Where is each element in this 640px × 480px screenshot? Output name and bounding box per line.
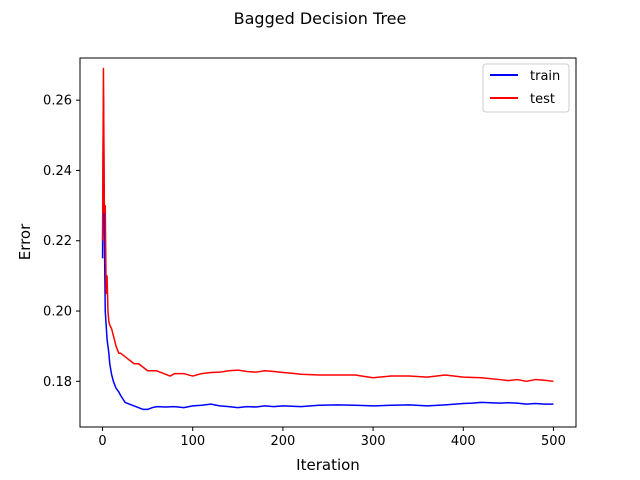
y-axis-ticks: 0.18 0.20 0.22 0.24 0.26	[43, 94, 80, 390]
y-tick-label: 0.18	[43, 375, 72, 390]
legend-label-train: train	[530, 69, 560, 84]
y-tick-label: 0.22	[43, 234, 72, 249]
legend: train test	[482, 63, 570, 113]
x-tick-label: 400	[451, 434, 476, 449]
y-tick-label: 0.24	[43, 164, 72, 179]
x-tick-label: 300	[361, 434, 386, 449]
series-line-train	[101, 95, 554, 411]
plot-area	[79, 57, 577, 428]
y-tick-label: 0.26	[43, 94, 72, 109]
axes-frame	[79, 57, 577, 428]
x-tick-label: 100	[180, 434, 205, 449]
legend-label-test: test	[530, 92, 555, 107]
x-axis-label: Iteration	[296, 456, 360, 474]
y-axis-label: Error	[16, 223, 34, 260]
x-tick-label: 0	[98, 434, 106, 449]
series-line-test	[101, 67, 554, 383]
y-tick-label: 0.20	[43, 305, 72, 320]
x-tick-label: 500	[541, 434, 566, 449]
series-layer	[101, 67, 554, 411]
x-tick-label: 200	[270, 434, 295, 449]
chart-title: Bagged Decision Tree	[234, 9, 407, 28]
x-axis-ticks: 0 100 200 300 400 500	[98, 427, 566, 449]
